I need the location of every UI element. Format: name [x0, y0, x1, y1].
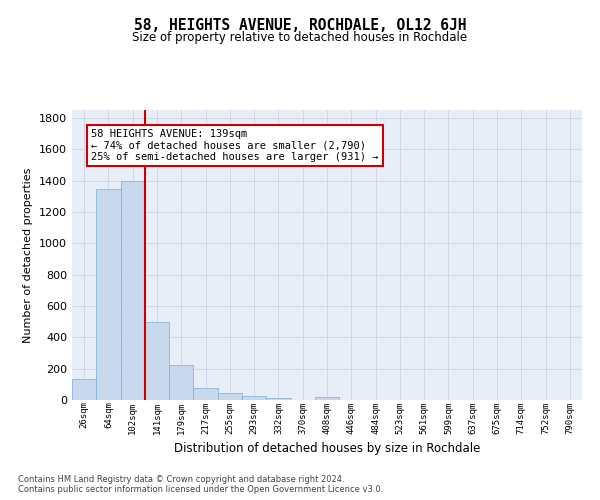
- X-axis label: Distribution of detached houses by size in Rochdale: Distribution of detached houses by size …: [174, 442, 480, 455]
- Text: Contains HM Land Registry data © Crown copyright and database right 2024.: Contains HM Land Registry data © Crown c…: [18, 475, 344, 484]
- Bar: [266, 398, 290, 400]
- Text: Contains public sector information licensed under the Open Government Licence v3: Contains public sector information licen…: [18, 485, 383, 494]
- Text: 58 HEIGHTS AVENUE: 139sqm
← 74% of detached houses are smaller (2,790)
25% of se: 58 HEIGHTS AVENUE: 139sqm ← 74% of detac…: [91, 129, 379, 162]
- Text: Size of property relative to detached houses in Rochdale: Size of property relative to detached ho…: [133, 31, 467, 44]
- Bar: [96, 189, 121, 400]
- Bar: [72, 379, 96, 400]
- Bar: [169, 364, 193, 400]
- Bar: [218, 394, 242, 400]
- Bar: [145, 322, 169, 400]
- Bar: [315, 397, 339, 400]
- Y-axis label: Number of detached properties: Number of detached properties: [23, 168, 34, 342]
- Bar: [242, 396, 266, 400]
- Bar: [121, 180, 145, 400]
- Bar: [193, 388, 218, 400]
- Text: 58, HEIGHTS AVENUE, ROCHDALE, OL12 6JH: 58, HEIGHTS AVENUE, ROCHDALE, OL12 6JH: [134, 18, 466, 32]
